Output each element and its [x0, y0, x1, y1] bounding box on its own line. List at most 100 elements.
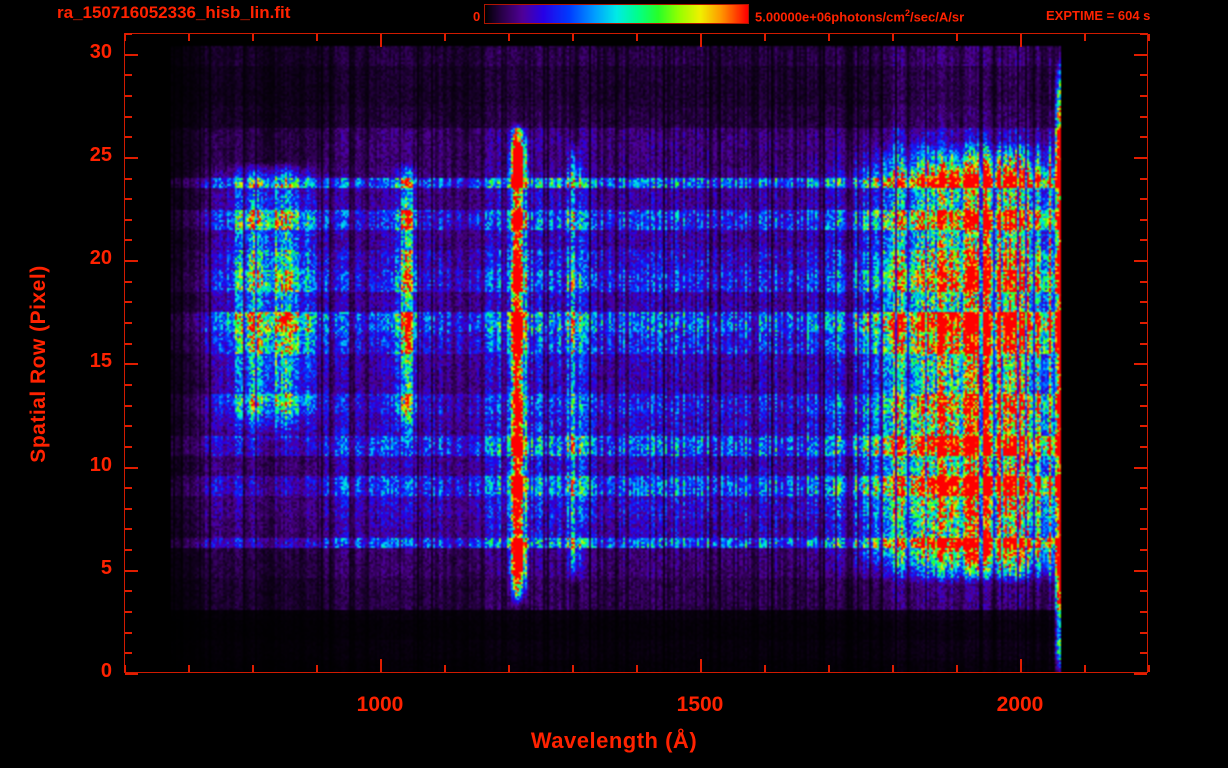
- y-axis-tick: [1140, 177, 1147, 180]
- y-axis-tick: [125, 528, 132, 531]
- y-axis-tick: [1140, 445, 1147, 448]
- y-axis-tick: [1140, 239, 1147, 242]
- y-axis-tick: [1140, 507, 1147, 510]
- x-axis-tick: [764, 665, 766, 672]
- x-axis-tick-label: 1000: [356, 693, 404, 716]
- x-axis-tick: [188, 665, 190, 672]
- y-axis-tick: [1140, 404, 1147, 407]
- x-axis-tick: [700, 659, 702, 672]
- y-axis-tick: [1134, 156, 1147, 159]
- y-axis-tick: [125, 363, 138, 366]
- y-axis-tick: [125, 218, 132, 221]
- x-axis-tick: [636, 34, 638, 41]
- x-axis-tick: [252, 665, 254, 672]
- y-axis-tick: [125, 33, 132, 35]
- y-axis-tick: [125, 425, 132, 428]
- y-axis-tick: [1134, 363, 1147, 366]
- y-axis-tick: [125, 280, 132, 283]
- y-axis-tick: [125, 301, 132, 304]
- y-axis-tick: [1140, 33, 1147, 35]
- y-axis-tick: [1140, 198, 1147, 201]
- y-axis-tick: [1140, 322, 1147, 325]
- colorbar-gradient: [485, 5, 748, 23]
- y-axis-tick: [1134, 53, 1147, 56]
- y-axis-tick: [125, 487, 132, 490]
- y-axis-tick: [1140, 549, 1147, 552]
- colorbar-units-exponent: 2: [904, 8, 910, 18]
- y-axis-tick: [125, 156, 138, 159]
- colorbar-units-prefix: photons/cm: [831, 9, 905, 25]
- x-axis-tick: [1148, 34, 1150, 41]
- y-axis-tick: [125, 177, 132, 180]
- colorbar: [484, 4, 749, 24]
- x-axis-tick: [700, 34, 702, 47]
- y-axis-tick: [1134, 260, 1147, 263]
- header-bar: ra_150716052336_hisb_lin.fit 0 5.00000e+…: [0, 0, 1228, 30]
- x-axis-tick: [828, 665, 830, 672]
- y-axis-tick: [1134, 569, 1147, 572]
- x-axis-tick: [124, 34, 126, 41]
- y-axis-tick: [125, 466, 138, 469]
- plot-frame: [124, 33, 1150, 675]
- y-axis-tick: [1140, 528, 1147, 531]
- y-axis-tick: [125, 94, 132, 97]
- x-axis-tick: [828, 34, 830, 41]
- spectrogram-heatmap: [125, 34, 1147, 672]
- x-axis-tick: [380, 659, 382, 672]
- x-axis-tick: [1148, 665, 1150, 672]
- x-axis-tick: [1084, 34, 1086, 41]
- x-axis-tick: [124, 665, 126, 672]
- y-axis-tick: [1140, 487, 1147, 490]
- x-axis-tick: [636, 665, 638, 672]
- x-axis-tick: [572, 34, 574, 41]
- y-axis-tick-label: 0: [100, 660, 112, 682]
- y-axis-tick: [1140, 74, 1147, 77]
- y-axis-tick: [125, 652, 132, 655]
- y-axis-tick: [125, 549, 132, 552]
- y-axis-tick: [1140, 652, 1147, 655]
- y-axis-tick: [1140, 425, 1147, 428]
- y-axis-tick: [125, 115, 132, 118]
- colorbar-units-suffix: /sec/A/sr: [909, 9, 965, 25]
- x-axis-tick: [188, 34, 190, 41]
- y-axis-tick: [125, 569, 138, 572]
- y-axis-tick-label: 20: [89, 247, 112, 270]
- y-axis-tick: [125, 198, 132, 201]
- x-axis-tick: [316, 665, 318, 672]
- x-axis-tick: [444, 665, 446, 672]
- x-axis-tick: [380, 34, 382, 47]
- y-axis-tick: [125, 342, 132, 345]
- y-axis-tick: [125, 507, 132, 510]
- y-axis-tick: [125, 445, 132, 448]
- y-axis-tick: [1140, 115, 1147, 118]
- x-axis-tick: [444, 34, 446, 41]
- x-axis-tick: [956, 665, 958, 672]
- x-axis-tick: [572, 665, 574, 672]
- y-axis-tick-label: 30: [89, 40, 112, 63]
- y-axis-tick: [1140, 611, 1147, 614]
- y-axis-tick: [125, 136, 132, 139]
- y-axis-tick: [1140, 383, 1147, 386]
- y-axis-tick: [125, 404, 132, 407]
- colorbar-min-label: 0: [473, 9, 481, 24]
- y-axis-tick: [125, 322, 132, 325]
- y-axis-tick-label: 15: [89, 350, 112, 373]
- y-axis-tick: [125, 239, 132, 242]
- x-axis-tick-label: 1500: [676, 693, 724, 716]
- y-axis-tick-label: 25: [89, 143, 112, 166]
- y-axis-title: Spatial Row (Pixel): [27, 265, 50, 463]
- y-axis-tick: [1140, 301, 1147, 304]
- y-axis-tick: [1134, 673, 1147, 675]
- x-axis-tick-label: 2000: [996, 693, 1044, 716]
- x-axis-tick: [316, 34, 318, 41]
- y-axis-tick: [1140, 631, 1147, 634]
- file-title: ra_150716052336_hisb_lin.fit: [57, 3, 291, 22]
- colorbar-max-label: 5.00000e+06photons/cm2/sec/A/sr: [755, 8, 964, 24]
- y-axis-tick: [125, 74, 132, 77]
- y-axis-tick: [125, 590, 132, 593]
- y-axis-tick: [125, 53, 138, 56]
- x-axis-tick: [956, 34, 958, 41]
- x-axis-tick: [252, 34, 254, 41]
- y-axis-tick: [1140, 218, 1147, 221]
- x-axis-tick: [1020, 34, 1022, 47]
